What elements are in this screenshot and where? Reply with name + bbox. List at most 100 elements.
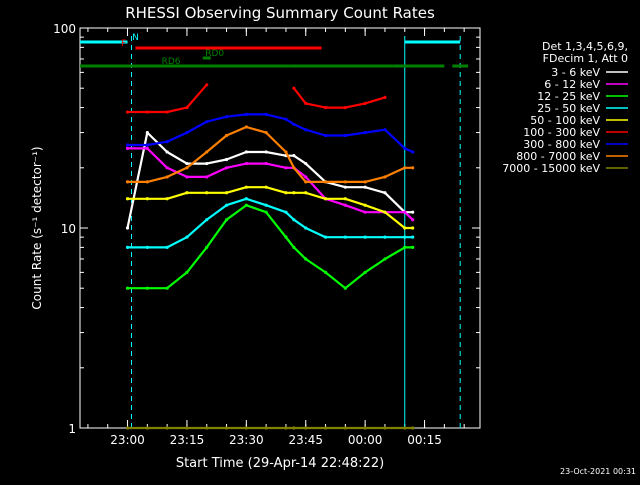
data-point — [264, 203, 268, 207]
footer-date: 23-Oct-2021 00:31 — [560, 467, 636, 476]
flag-label: RD6 — [162, 57, 181, 67]
data-point — [403, 226, 407, 230]
flag-label: RD0 — [205, 49, 224, 59]
data-point — [244, 426, 248, 430]
data-point — [304, 128, 308, 132]
data-point — [185, 270, 189, 274]
data-point — [165, 150, 169, 154]
data-point — [383, 95, 387, 99]
data-point — [383, 191, 387, 195]
data-point — [411, 235, 415, 239]
data-point — [205, 161, 209, 166]
data-point — [125, 197, 130, 201]
data-point — [304, 257, 308, 261]
legend-entry-label: 800 - 7000 keV — [516, 150, 600, 163]
x-axis-label: Start Time (29-Apr-14 22:48:22) — [176, 456, 384, 471]
legend-entry-label: 6 - 12 keV — [544, 78, 600, 91]
data-point — [411, 218, 415, 222]
data-point — [411, 226, 415, 230]
flag-label: F — [121, 39, 126, 49]
data-point — [185, 105, 189, 110]
data-point — [363, 203, 367, 207]
legend-entry-label: 12 - 25 keV — [537, 90, 600, 103]
data-point — [411, 166, 415, 170]
data-point — [284, 235, 288, 239]
legend-header: FDecim 1, Att 0 — [543, 52, 628, 65]
flag-label: N — [132, 33, 139, 43]
data-point — [304, 226, 308, 230]
x-tick-label: 23:45 — [288, 433, 323, 447]
data-point — [403, 426, 407, 430]
data-point — [363, 130, 367, 135]
data-point — [125, 286, 130, 290]
data-point — [323, 270, 328, 274]
data-point — [403, 166, 407, 170]
data-point — [185, 130, 189, 135]
data-point — [363, 235, 367, 239]
data-point — [205, 120, 209, 124]
data-point — [244, 112, 248, 116]
data-point — [244, 197, 248, 201]
data-point — [244, 185, 248, 189]
x-tick-label: 00:00 — [348, 433, 383, 447]
data-point — [145, 197, 149, 201]
data-point — [125, 110, 130, 114]
data-point — [165, 245, 169, 249]
series-line — [127, 84, 208, 114]
data-point — [244, 125, 248, 129]
x-tick-label: 23:00 — [110, 433, 145, 447]
data-point — [264, 161, 268, 166]
data-point — [205, 218, 209, 222]
data-point — [125, 146, 130, 151]
data-point — [165, 175, 169, 179]
data-point — [284, 210, 288, 214]
data-point — [343, 185, 347, 189]
data-point — [185, 191, 189, 195]
data-point — [304, 180, 308, 184]
data-point — [343, 286, 347, 290]
data-point — [205, 150, 209, 154]
data-point — [292, 218, 296, 222]
data-point — [145, 130, 149, 135]
data-point — [185, 175, 189, 179]
data-point — [224, 191, 229, 195]
data-point — [343, 197, 347, 201]
data-point — [125, 180, 130, 184]
data-point — [284, 166, 288, 170]
data-point — [224, 115, 229, 119]
data-point — [363, 180, 367, 184]
series-line — [127, 113, 414, 154]
data-point — [323, 180, 328, 184]
data-point — [383, 426, 387, 430]
y-tick-label: 100 — [53, 22, 76, 36]
legend-entry-label: 300 - 800 keV — [523, 138, 600, 151]
data-point — [264, 130, 268, 135]
data-point — [343, 180, 347, 184]
data-point — [343, 105, 347, 110]
series-line — [127, 147, 414, 221]
x-tick-label: 00:15 — [407, 433, 442, 447]
data-point — [323, 133, 328, 138]
data-point — [165, 197, 169, 201]
data-point — [224, 218, 229, 222]
x-tick-label: 23:30 — [229, 433, 264, 447]
data-point — [323, 105, 328, 110]
data-point — [292, 191, 296, 195]
data-point — [165, 166, 169, 170]
data-point — [125, 226, 130, 230]
data-point — [284, 426, 288, 430]
data-point — [363, 270, 367, 274]
data-point — [292, 122, 296, 126]
data-point — [411, 210, 415, 214]
legend-header: Det 1,3,4,5,6,9, — [542, 40, 628, 53]
y-axis-label: Count Rate (s⁻¹ detector⁻¹) — [30, 146, 44, 309]
data-point — [363, 210, 367, 214]
data-point — [224, 166, 229, 170]
data-point — [145, 180, 149, 184]
y-tick-label: 10 — [61, 222, 76, 236]
data-point — [205, 245, 209, 249]
data-point — [125, 426, 130, 430]
data-point — [403, 210, 407, 214]
